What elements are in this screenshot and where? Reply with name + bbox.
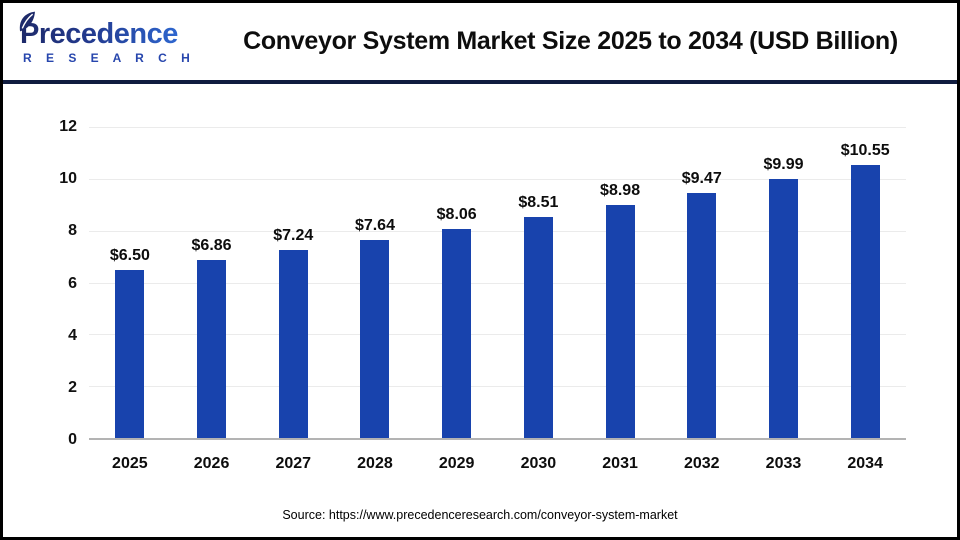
x-tick-label: 2030: [520, 455, 557, 472]
bar: [197, 260, 227, 438]
bar-column: $6.50: [89, 127, 171, 438]
x-tick-label: 2025: [112, 455, 148, 472]
bar-column: $6.86: [171, 127, 253, 438]
bar-value-label: $9.99: [763, 156, 804, 174]
y-tick-label: 6: [68, 274, 77, 292]
bar: [523, 217, 553, 438]
bar-value-label: $7.24: [273, 227, 314, 245]
bar: [768, 179, 798, 438]
bar-value-label: $8.98: [600, 182, 641, 200]
bar: [442, 229, 472, 438]
gridline: [89, 127, 906, 128]
bar-value-label: $6.50: [109, 246, 150, 264]
x-tick-label: 2027: [275, 455, 312, 472]
y-tick-label: 2: [68, 378, 77, 396]
bar-column: $8.51: [498, 127, 580, 438]
y-tick-label: 8: [68, 222, 77, 240]
x-tick-label: 2026: [193, 455, 230, 472]
x-tick-label: 2029: [438, 455, 475, 472]
bar-value-label: $7.64: [354, 217, 395, 234]
header-divider: [3, 80, 957, 84]
bar-value-label: $10.55: [840, 141, 890, 159]
gridline: [89, 282, 906, 284]
bar-column: $8.98: [579, 127, 661, 438]
bar-column: $7.64: [334, 127, 416, 438]
bar-column: $7.24: [252, 127, 334, 438]
bar: [115, 269, 145, 438]
x-axis-labels: 2025 2026 2027 2028 2029 2030 2031 2032 2033 2034: [89, 442, 906, 473]
bar-value-label: $8.51: [518, 194, 559, 212]
gridline: [89, 386, 906, 388]
gridline: [89, 178, 906, 180]
bar-value-label: $6.86: [191, 237, 232, 255]
gridlines: [89, 127, 906, 438]
logo-subtitle: R E S E A R C H: [23, 50, 196, 65]
bar-value-label: $8.06: [436, 206, 477, 224]
header: Precedence R E S E A R C H Conveyor Syst…: [3, 3, 957, 80]
x-tick-label: 2034: [847, 455, 883, 472]
bar-column: $9.47: [661, 127, 743, 438]
bar-column: $9.99: [743, 127, 825, 438]
bar-value-label: $9.47: [681, 169, 722, 187]
bar: [850, 164, 880, 438]
bar-column: $8.06: [416, 127, 498, 438]
gridline: [89, 334, 906, 336]
bar-column: $10.55: [824, 127, 906, 438]
y-tick-label: 4: [68, 326, 77, 344]
bar: [687, 192, 717, 438]
bars: $6.50 $6.86 $7.24 $7.64 $8.06 $8.51 $8.98 $9.47…: [89, 127, 906, 438]
brand-logo: Precedence R E S E A R C H: [3, 11, 198, 65]
source-note: Source: https://www.precedenceresearch.c…: [282, 508, 678, 522]
x-tick-label: 2032: [683, 455, 720, 472]
bar: [605, 205, 635, 438]
leaf-icon: [19, 11, 35, 31]
x-tick-label: 2028: [357, 455, 393, 472]
bar: [360, 240, 390, 438]
y-tick-label: 10: [59, 170, 77, 188]
y-axis-labels: 0 2 4 6 8 10 12: [3, 118, 77, 448]
bar: [278, 250, 308, 438]
plot: $6.50 $6.86 $7.24 $7.64 $8.06 $8.51 $8.98 $9.47…: [89, 127, 906, 440]
y-tick-label: 12: [59, 118, 77, 135]
chart-title: Conveyor System Market Size 2025 to 2034…: [243, 27, 898, 55]
x-tick-label: 2033: [765, 455, 802, 472]
gridline: [89, 230, 906, 232]
x-tick-label: 2031: [602, 455, 638, 472]
chart-area: 0 2 4 6 8 10 12 $6.50 $6.86 $7.24 $7.64 $8.06 $8.51…: [3, 84, 957, 537]
logo-wordmark: Precedence: [20, 17, 178, 50]
y-tick-label: 0: [68, 431, 77, 448]
